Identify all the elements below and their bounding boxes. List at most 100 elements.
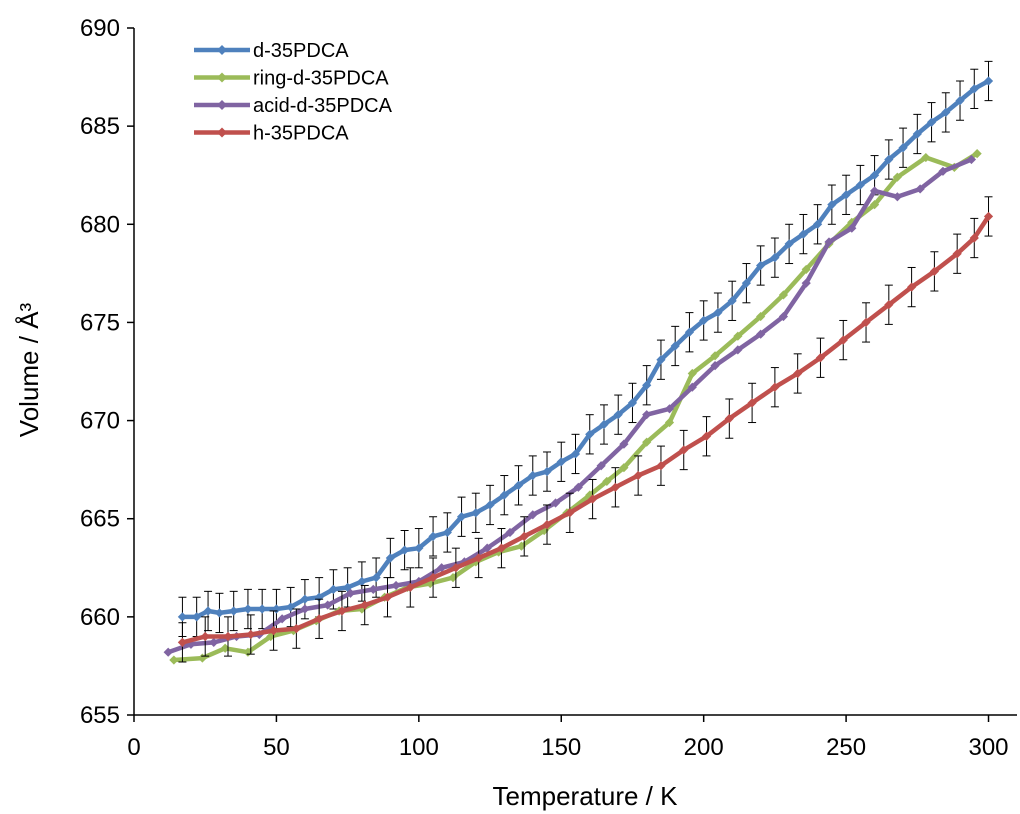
y-tick-label: 670 [80, 408, 120, 435]
data-point [474, 553, 484, 563]
data-point [385, 553, 395, 563]
data-point [286, 602, 296, 612]
legend-swatch-marker [217, 100, 227, 110]
data-point [229, 606, 239, 616]
data-point [471, 557, 481, 567]
data-point [824, 237, 834, 247]
legend-item: acid-d-35PDCA [194, 95, 393, 117]
data-point [747, 398, 757, 408]
data-point [528, 470, 538, 481]
data-point [921, 152, 931, 163]
data-point [727, 296, 737, 306]
legend-swatch-marker [217, 72, 227, 83]
data-point [619, 463, 629, 473]
data-point [451, 563, 461, 573]
data-point [892, 192, 902, 202]
x-tick-label: 250 [826, 734, 866, 761]
x-tick-label: 150 [541, 734, 581, 761]
data-point [323, 600, 333, 610]
data-point [405, 582, 415, 593]
data-point [801, 264, 811, 275]
data-point [414, 543, 424, 553]
data-point [493, 547, 504, 557]
data-point [983, 76, 994, 86]
data-point [710, 361, 720, 371]
data-point [733, 345, 743, 355]
data-point [482, 543, 492, 553]
data-point [983, 211, 994, 222]
y-tick-label: 665 [80, 506, 120, 533]
legend-item: d-35PDCA [194, 40, 349, 62]
data-point [505, 527, 515, 538]
legend-label: acid-d-35PDCA [253, 95, 393, 117]
series-line [167, 157, 973, 655]
data-point [499, 490, 509, 500]
data-point [815, 353, 826, 363]
data-point [642, 380, 652, 390]
data-point [710, 351, 720, 361]
data-point [291, 624, 301, 634]
data-point [556, 457, 566, 467]
data-point [793, 368, 803, 379]
data-point [391, 580, 401, 591]
series-d-35PDCA [177, 60, 994, 637]
data-point [656, 355, 666, 365]
y-axis: 655 660 665 670 675 680 685 690 [80, 15, 134, 729]
data-point [448, 573, 458, 583]
data-point [656, 461, 666, 471]
legend-label: ring-d-35PDCA [253, 68, 389, 90]
data-point [687, 382, 697, 392]
data-point [969, 84, 979, 94]
data-point [300, 604, 310, 614]
data-point [243, 604, 253, 614]
data-point [619, 439, 629, 449]
data-point [664, 404, 675, 414]
data-point [938, 166, 948, 176]
data-point [884, 154, 894, 165]
plot-frame [133, 28, 1017, 716]
data-point [847, 223, 857, 233]
data-point [177, 637, 188, 647]
data-point [428, 531, 438, 541]
data-point [756, 260, 766, 271]
data-point [741, 278, 752, 288]
data-point [513, 480, 524, 490]
y-tick-label: 685 [80, 113, 120, 140]
data-point [177, 612, 188, 622]
data-point [679, 445, 689, 455]
data-point [542, 467, 552, 477]
x-axis: 0 50 100 150 200 250 300 [127, 715, 1009, 761]
data-point [485, 500, 495, 510]
data-point [192, 612, 202, 622]
x-tick-label: 300 [968, 734, 1008, 761]
data-point [713, 308, 723, 318]
data-point [471, 508, 481, 518]
data-point [599, 419, 609, 430]
data-point [246, 629, 256, 640]
data-point [214, 608, 225, 618]
data-point [915, 184, 925, 194]
x-tick-label: 0 [127, 734, 140, 761]
data-point [770, 382, 780, 392]
legend-item: h-35PDCA [194, 123, 349, 145]
data-point [550, 498, 561, 508]
data-point [838, 335, 848, 345]
data-point [724, 414, 734, 424]
data-point [437, 563, 447, 573]
data-point [892, 172, 902, 182]
data-point [169, 655, 179, 665]
data-point [602, 476, 612, 487]
data-point [847, 217, 857, 227]
data-point [610, 482, 620, 492]
data-point [277, 614, 287, 624]
data-point [642, 410, 652, 420]
series-line [181, 215, 991, 645]
data-point [869, 186, 880, 196]
data-point [813, 219, 823, 229]
data-point [425, 578, 435, 589]
y-tick-label: 655 [80, 702, 120, 729]
data-point [778, 290, 789, 300]
data-point [801, 278, 811, 288]
data-point [941, 107, 951, 118]
data-point [841, 190, 851, 200]
